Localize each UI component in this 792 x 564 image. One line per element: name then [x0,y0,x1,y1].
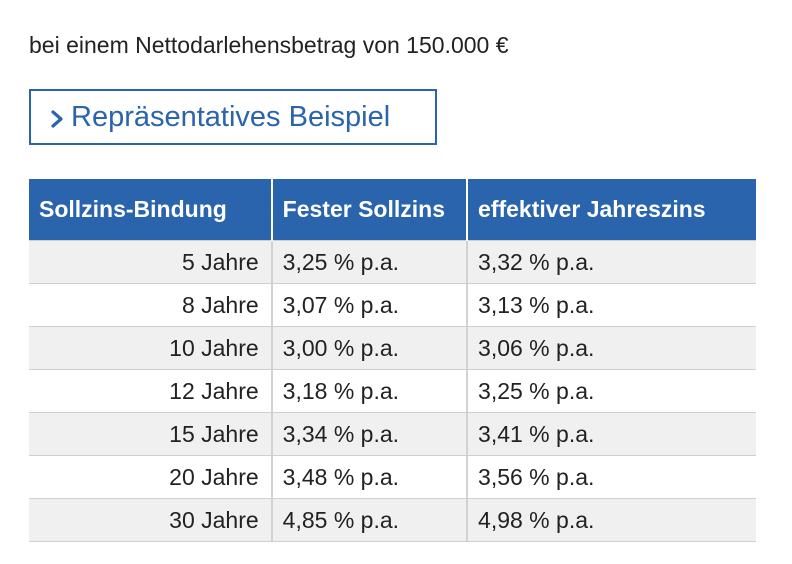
term-cell: 8 Jahre [29,283,272,327]
interest-rates-table: Sollzins-Bindung Fester Sollzins effekti… [29,179,756,542]
effective-rate-cell: 3,13 % p.a. [466,283,756,327]
effective-rate-cell: 3,41 % p.a. [466,412,756,456]
fixed-rate-cell: 3,18 % p.a. [270,369,468,413]
table-row: 8 Jahre 3,07 % p.a. 3,13 % p.a. [29,283,756,327]
effective-rate-cell: 3,56 % p.a. [466,455,756,499]
table-row: 20 Jahre 3,48 % p.a. 3,56 % p.a. [29,455,756,499]
table-row: 15 Jahre 3,34 % p.a. 3,41 % p.a. [29,412,756,456]
fixed-rate-cell: 3,25 % p.a. [270,240,468,284]
term-cell: 12 Jahre [29,369,272,413]
table-row: 10 Jahre 3,00 % p.a. 3,06 % p.a. [29,326,756,370]
chevron-right-icon [47,105,67,133]
effective-rate-cell: 3,06 % p.a. [466,326,756,370]
header-sollzins-bindung: Sollzins-Bindung [29,179,272,241]
term-cell: 5 Jahre [29,240,272,284]
term-cell: 30 Jahre [29,498,272,542]
term-cell: 15 Jahre [29,412,272,456]
term-cell: 20 Jahre [29,455,272,499]
fixed-rate-cell: 3,34 % p.a. [270,412,468,456]
fixed-rate-cell: 3,00 % p.a. [270,326,468,370]
loan-amount-text: bei einem Nettodarlehensbetrag von 150.0… [29,32,509,58]
table-row: 5 Jahre 3,25 % p.a. 3,32 % p.a. [29,240,756,284]
header-effektiver-jahreszins: effektiver Jahreszins [466,179,756,241]
table-row: 12 Jahre 3,18 % p.a. 3,25 % p.a. [29,369,756,413]
representative-example-link[interactable]: Repräsentatives Beispiel [29,89,437,145]
fixed-rate-cell: 3,07 % p.a. [270,283,468,327]
effective-rate-cell: 3,32 % p.a. [466,240,756,284]
effective-rate-cell: 4,98 % p.a. [466,498,756,542]
table-header-row: Sollzins-Bindung Fester Sollzins effekti… [29,179,756,241]
effective-rate-cell: 3,25 % p.a. [466,369,756,413]
representative-example-label: Repräsentatives Beispiel [71,100,391,133]
header-fester-sollzins: Fester Sollzins [270,179,468,241]
table-row: 30 Jahre 4,85 % p.a. 4,98 % p.a. [29,498,756,542]
fixed-rate-cell: 3,48 % p.a. [270,455,468,499]
fixed-rate-cell: 4,85 % p.a. [270,498,468,542]
term-cell: 10 Jahre [29,326,272,370]
